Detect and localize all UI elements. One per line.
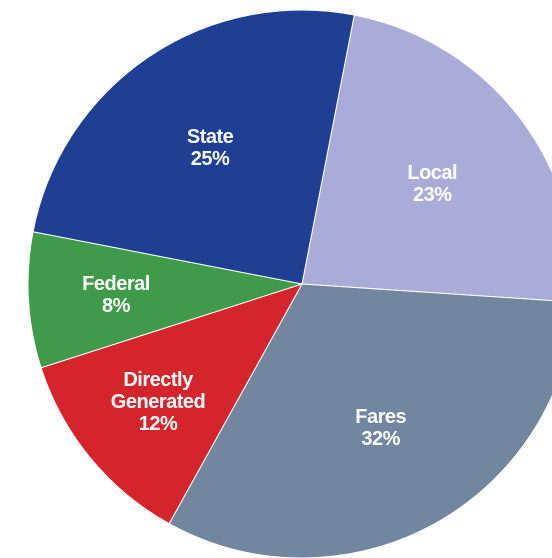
slice-label: Local 23% <box>362 162 502 206</box>
slice-label: Directly Generated 12% <box>88 369 228 435</box>
category-label: State <box>186 125 234 148</box>
category-label: Federal <box>82 273 150 296</box>
value-label: 25% <box>190 147 230 170</box>
pie-slice <box>27 231 303 369</box>
pie-slice <box>32 9 355 285</box>
slice-label: Federal 8% <box>46 273 186 317</box>
value-label: 12% <box>138 413 178 436</box>
pie-slice <box>40 283 304 525</box>
value-label: 32% <box>361 428 400 451</box>
category-label: Fares <box>355 406 407 429</box>
slice-label: Fares 32% <box>311 406 451 450</box>
category-label: Directly Generated <box>110 369 206 414</box>
pie-slice <box>168 283 552 558</box>
value-label: 23% <box>412 183 452 206</box>
pie-slice <box>301 14 552 302</box>
value-label: 8% <box>102 295 130 318</box>
category-label: Local <box>407 161 458 184</box>
slice-label: State 25% <box>140 126 280 170</box>
